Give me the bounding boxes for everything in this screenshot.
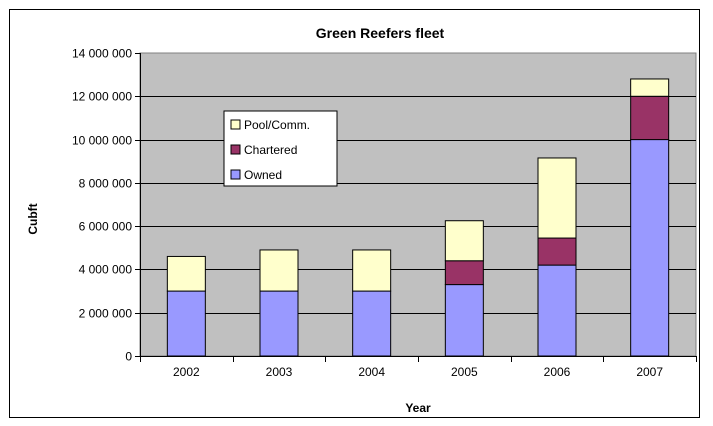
legend-label-chartered: Chartered bbox=[244, 143, 297, 157]
bar-segment-pool-comm-2006 bbox=[537, 157, 577, 239]
bar-segment-pool-comm-2003 bbox=[259, 249, 299, 292]
legend-swatch-owned bbox=[230, 169, 241, 180]
axes: 0 2 000 000 4 000 000 6 000 000 8 000 000 10 … bbox=[72, 47, 697, 379]
x-tick-label: 2003 bbox=[266, 365, 293, 379]
chart-frame: Green Reefers fleet 0 2 000 000 4 000 000 6… bbox=[9, 9, 700, 418]
bar-segment-chartered-2006 bbox=[537, 237, 577, 266]
bar-segment-pool-comm-2004 bbox=[352, 249, 392, 292]
x-tick-label: 2006 bbox=[544, 365, 571, 379]
stacked-bar-chart: Green Reefers fleet 0 2 000 000 4 000 000 6… bbox=[26, 25, 697, 415]
bar-segment-owned-2003 bbox=[259, 290, 299, 357]
bar-segment-owned-2004 bbox=[352, 290, 392, 357]
y-tick-label: 8 000 000 bbox=[79, 177, 133, 191]
bar-segment-owned-2006 bbox=[537, 264, 577, 357]
x-tick-label: 2007 bbox=[636, 365, 663, 379]
bars bbox=[166, 78, 670, 357]
bar-segment-owned-2002 bbox=[166, 290, 206, 357]
bar-segment-pool-comm-2005 bbox=[444, 220, 484, 262]
plot-area bbox=[139, 52, 697, 357]
y-tick-label: 0 bbox=[125, 350, 132, 364]
y-tick-label: 4 000 000 bbox=[79, 263, 133, 277]
y-tick-label: 2 000 000 bbox=[79, 307, 133, 321]
legend-label-owned: Owned bbox=[244, 168, 282, 182]
legend: Pool/Comm. Chartered Owned bbox=[223, 110, 338, 187]
y-tick-label: 14 000 000 bbox=[72, 47, 132, 61]
y-tick-label: 6 000 000 bbox=[79, 220, 133, 234]
bar-segment-pool-comm-2002 bbox=[166, 255, 206, 292]
bar-segment-owned-2005 bbox=[444, 284, 484, 357]
bar-segment-pool-comm-2007 bbox=[630, 78, 670, 97]
plot-background bbox=[139, 52, 697, 357]
legend-swatch-chartered bbox=[230, 144, 241, 155]
x-tick-label: 2004 bbox=[358, 365, 385, 379]
bar-segment-chartered-2005 bbox=[444, 260, 484, 286]
bar-segment-owned-2007 bbox=[630, 139, 670, 357]
y-tick-label: 12 000 000 bbox=[72, 90, 132, 104]
legend-label-pool-comm: Pool/Comm. bbox=[244, 118, 310, 132]
legend-box bbox=[223, 110, 338, 187]
x-tick-label: 2002 bbox=[173, 365, 200, 379]
chart-title: Green Reefers fleet bbox=[316, 25, 445, 41]
x-axis-title: Year bbox=[405, 401, 431, 415]
x-tick-label: 2005 bbox=[451, 365, 478, 379]
legend-swatch-pool-comm bbox=[230, 119, 241, 130]
y-axis-title: Cubft bbox=[26, 203, 40, 234]
bar-segment-chartered-2007 bbox=[630, 95, 670, 141]
y-tick-label: 10 000 000 bbox=[72, 134, 132, 148]
